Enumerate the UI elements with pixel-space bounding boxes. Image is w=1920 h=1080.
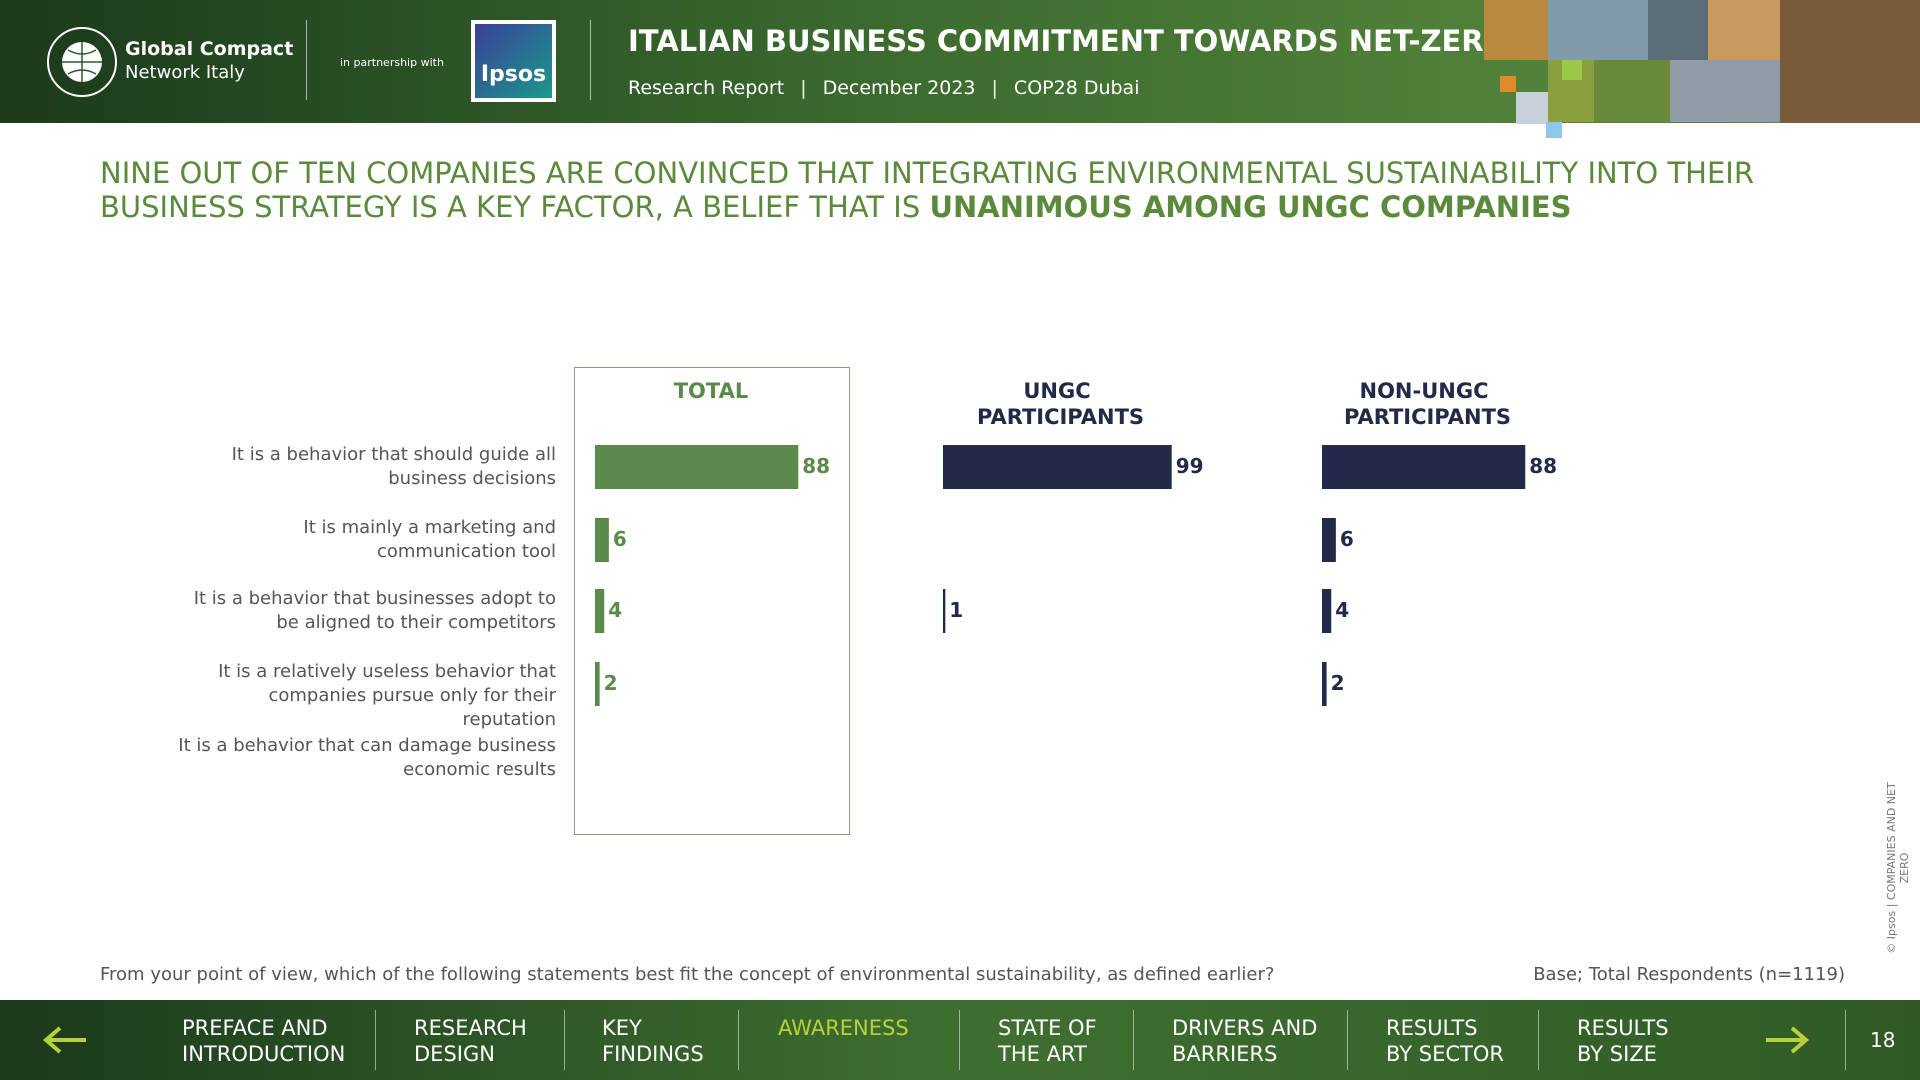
partner-logo: Ipsos (471, 20, 556, 102)
value-label: 6 (612, 527, 627, 551)
bar (1322, 445, 1526, 489)
nav-item-line: BY SIZE (1577, 1042, 1657, 1066)
meta-separator: | (991, 77, 998, 99)
nav-item-line: DRIVERS AND (1172, 1016, 1318, 1040)
value-label: 4 (1335, 598, 1350, 622)
report-meta: Research Report | December 2023 | COP28 Duba… (628, 77, 1139, 99)
logo-text: Network Italy (125, 62, 245, 83)
nav-item[interactable]: RESEARCH DESIGN (414, 1015, 527, 1067)
divider (1845, 1010, 1846, 1070)
nav-item-line: BARRIERS (1172, 1042, 1278, 1066)
divider (590, 20, 591, 100)
value-label: 4 (608, 598, 623, 622)
category-label: It is mainly a marketing and communicati… (303, 517, 556, 562)
value-label: 2 (1330, 671, 1345, 695)
bar (595, 589, 605, 633)
slide-title: NINE OUT OF TEN COMPANIES ARE CONVINCED … (100, 156, 1840, 224)
value-label: 88 (1529, 454, 1558, 478)
page-number: 18 (1870, 1028, 1896, 1052)
nav-item-line: RESEARCH (414, 1016, 527, 1040)
bar (943, 589, 946, 633)
nav-item-line: KEY (602, 1016, 642, 1040)
bar (943, 445, 1172, 489)
title-text: NINE OUT OF TEN COMPANIES ARE CONVINCED … (100, 156, 1754, 224)
bar (1322, 518, 1336, 562)
nav-item-line: AWARENESS (778, 1016, 909, 1040)
nav-item[interactable]: KEY FINDINGS (602, 1015, 704, 1067)
meta-separator: | (800, 77, 807, 99)
divider (1538, 1010, 1539, 1070)
panel-header: TOTAL (673, 379, 749, 403)
divider (1347, 1010, 1348, 1070)
nav-item[interactable]: RESULTS BY SECTOR (1386, 1015, 1504, 1067)
nav-item[interactable]: PREFACE AND INTRODUCTION (182, 1015, 345, 1067)
nav-item-line: RESULTS (1577, 1016, 1669, 1040)
panel-header: UNGC PARTICIPANTS (977, 379, 1145, 429)
prev-arrow[interactable] (40, 1022, 90, 1058)
logo-text: Global Compact (125, 38, 294, 60)
meta-item: Research Report (628, 77, 785, 99)
nav-item[interactable]: RESULTS BY SIZE (1577, 1015, 1669, 1067)
category-label: It is a relatively useless behavior that… (218, 661, 556, 730)
nav-item[interactable]: STATE OF THE ART (998, 1015, 1097, 1067)
title-highlight: UNANIMOUS AMONG UNGC COMPANIES (929, 190, 1572, 224)
nav-item-line: FINDINGS (602, 1042, 704, 1066)
meta-item: December 2023 (822, 77, 976, 99)
value-label: 1 (949, 598, 964, 622)
value-label: 2 (603, 671, 618, 695)
base-note: Base; Total Respondents (n=1119) (1533, 964, 1845, 985)
panel-header: NON-UNGC PARTICIPANTS (1344, 379, 1512, 429)
nav-bar (0, 1000, 1920, 1080)
bar (595, 518, 609, 562)
value-label: 6 (1339, 527, 1354, 551)
category-label: It is a behavior that businesses adopt t… (193, 588, 556, 633)
nav-item-line: DESIGN (414, 1042, 495, 1066)
question: From your point of view, which of the fo… (100, 964, 1275, 985)
value-label: 99 (1175, 454, 1204, 478)
header: Global Compact Network Italy in partners… (0, 0, 1920, 138)
bar (595, 662, 600, 706)
photo-collage (1484, 0, 1920, 138)
next-arrow[interactable] (1762, 1022, 1812, 1058)
partner-name: Ipsos (480, 62, 547, 87)
report-title: ITALIAN BUSINESS COMMITMENT TOWARDS NET-… (628, 24, 1509, 58)
partnership-text: in partnership with (340, 56, 444, 69)
bar (595, 445, 799, 489)
value-label: 88 (802, 454, 831, 478)
nav-item[interactable]: AWARENESS (778, 1015, 909, 1041)
divider (1133, 1010, 1134, 1070)
nav-item-line: PREFACE AND (182, 1016, 328, 1040)
divider (959, 1010, 960, 1070)
divider (564, 1010, 565, 1070)
nav-item-line: STATE OF (998, 1016, 1097, 1040)
un-logo (47, 27, 117, 97)
nav-item[interactable]: DRIVERS AND BARRIERS (1172, 1015, 1317, 1067)
divider (306, 20, 307, 100)
nav-item-line: INTRODUCTION (182, 1042, 346, 1066)
nav-item-line: RESULTS (1386, 1016, 1478, 1040)
copyright: © Ipsos | COMPANIES AND NET ZERO (1885, 782, 1911, 954)
nav-item-line: BY SECTOR (1386, 1042, 1504, 1066)
divider (738, 1010, 739, 1070)
meta-item: COP28 Dubai (1013, 77, 1140, 99)
divider (375, 1010, 376, 1070)
bar (1322, 662, 1327, 706)
category-label: It is a behavior that should guide all b… (231, 444, 556, 489)
nav-item-line: THE ART (998, 1042, 1087, 1066)
total-box (574, 367, 850, 835)
bar (1322, 589, 1332, 633)
category-label: It is a behavior that can damage busines… (178, 735, 556, 780)
